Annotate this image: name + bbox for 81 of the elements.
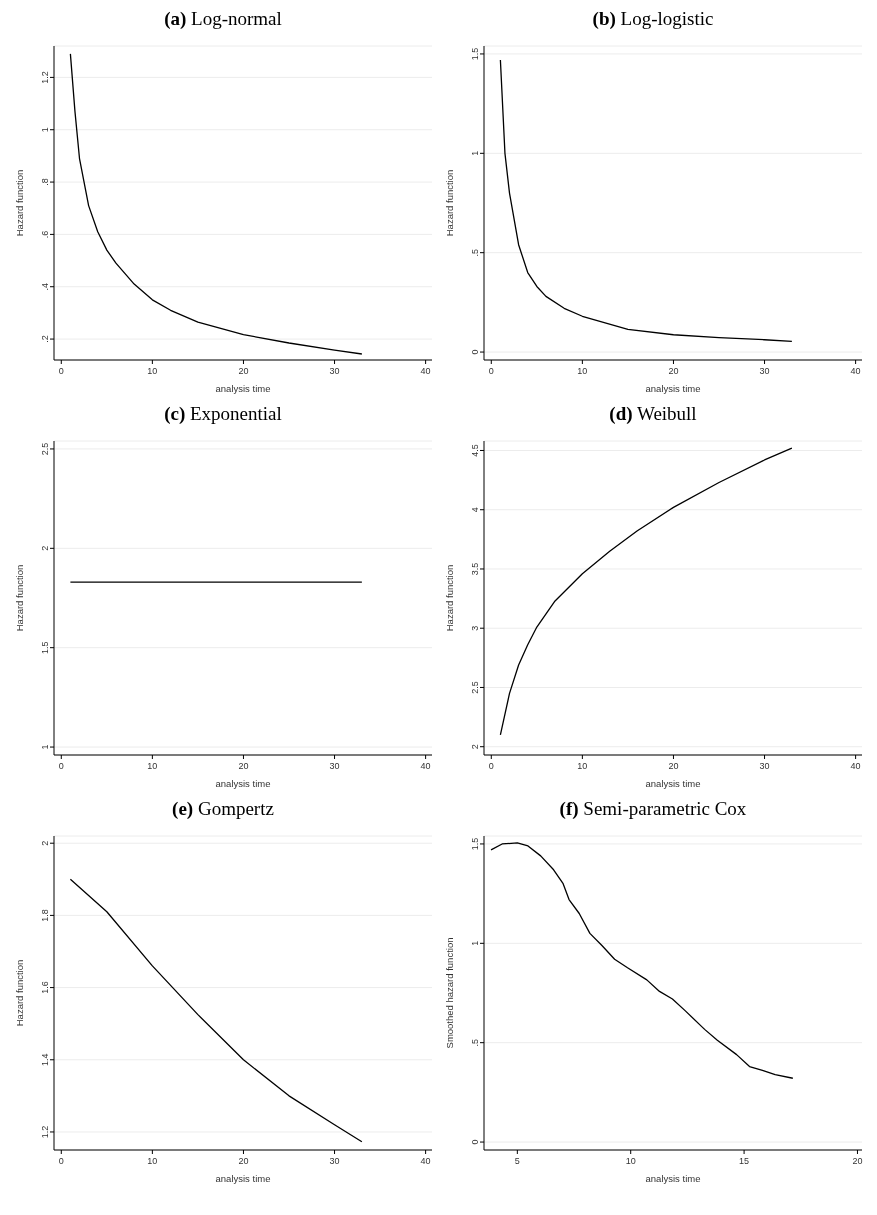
x-tick-label: 40 — [420, 366, 431, 376]
y-tick-label: .2 — [40, 335, 50, 343]
y-tick-label: 0 — [470, 349, 480, 355]
x-tick-label: 30 — [759, 366, 770, 376]
chart-title: (d) Weibull — [608, 403, 698, 426]
x-tick-label: 20 — [238, 1156, 249, 1166]
y-tick-label: 1 — [40, 744, 50, 750]
x-tick-label: 10 — [625, 1156, 636, 1166]
x-tick-label: 40 — [850, 366, 861, 376]
y-axis-title: Hazard function — [14, 169, 26, 237]
y-tick-label: 1 — [470, 940, 480, 946]
x-tick-label: 0 — [58, 1156, 64, 1166]
y-tick-label: 1 — [40, 127, 50, 133]
x-tick-label: 20 — [852, 1156, 863, 1166]
y-tick-label: 2 — [40, 545, 50, 551]
x-tick-label: 20 — [238, 761, 249, 771]
x-tick-label: 10 — [147, 1156, 158, 1166]
x-tick-label: 30 — [329, 366, 340, 376]
y-tick-label: 1.8 — [40, 909, 50, 922]
x-tick-label: 40 — [850, 761, 861, 771]
x-tick-label: 0 — [58, 761, 64, 771]
y-tick-label: 1.5 — [40, 641, 50, 654]
x-tick-label: 0 — [488, 761, 494, 771]
x-tick-label: 10 — [577, 761, 588, 771]
x-axis-title: analysis time — [215, 383, 271, 394]
x-tick-label: 0 — [58, 366, 64, 376]
y-tick-label: 4 — [470, 507, 480, 513]
line-series — [490, 842, 794, 1079]
y-tick-label: .5 — [470, 248, 480, 257]
x-tick-label: 0 — [488, 366, 494, 376]
x-tick-label: 10 — [147, 366, 158, 376]
y-tick-label: 1.5 — [470, 837, 480, 851]
x-tick-label: 30 — [329, 1156, 340, 1166]
chart-title: (f) Semi-parametric Cox — [558, 798, 748, 821]
y-tick-label: 3 — [470, 625, 480, 631]
line-series — [69, 878, 363, 1143]
y-tick-label: 1.2 — [40, 71, 50, 84]
y-tick-label: .6 — [40, 230, 50, 239]
x-axis-title: analysis time — [215, 1173, 271, 1184]
y-tick-label: .8 — [40, 178, 50, 186]
x-tick-label: 30 — [759, 761, 770, 771]
y-axis-title: Hazard function — [444, 564, 456, 632]
y-tick-label: 3.5 — [470, 562, 480, 576]
y-tick-label: 1 — [470, 150, 480, 156]
line-series — [499, 59, 793, 342]
y-tick-label: 0 — [470, 1139, 480, 1145]
y-tick-label: 2 — [470, 744, 480, 750]
x-tick-label: 15 — [739, 1156, 750, 1166]
x-tick-label: 40 — [420, 1156, 431, 1166]
x-tick-label: 20 — [238, 366, 249, 376]
y-tick-label: .4 — [40, 282, 50, 291]
y-axis-title: Smoothed hazard function — [444, 937, 456, 1049]
y-tick-label: 2 — [40, 840, 50, 846]
y-tick-label: 1.2 — [40, 1125, 50, 1139]
y-tick-label: 1.4 — [40, 1053, 50, 1067]
y-tick-label: 2.5 — [470, 681, 480, 694]
y-tick-label: 2.5 — [40, 442, 50, 456]
x-axis-title: analysis time — [645, 778, 701, 789]
x-tick-label: 5 — [514, 1156, 520, 1166]
x-tick-label: 10 — [147, 761, 158, 771]
line-series — [499, 447, 793, 736]
y-tick-label: 1.5 — [470, 47, 480, 61]
x-axis-title: analysis time — [645, 383, 701, 394]
x-tick-label: 10 — [577, 366, 588, 376]
chart-title: (a) Log-normal — [163, 8, 283, 31]
y-tick-label: 1.6 — [40, 981, 50, 994]
x-tick-label: 20 — [668, 761, 679, 771]
chart-title: (b) Log-logistic — [591, 8, 715, 31]
y-axis-title: Hazard function — [14, 564, 26, 632]
y-axis-title: Hazard function — [14, 959, 26, 1027]
chart-title: (c) Exponential — [163, 403, 283, 426]
y-tick-label: 4.5 — [470, 444, 480, 457]
x-tick-label: 40 — [420, 761, 431, 771]
y-tick-label: .5 — [470, 1038, 480, 1047]
x-axis-title: analysis time — [645, 1173, 701, 1184]
x-tick-label: 20 — [668, 366, 679, 376]
line-series — [69, 53, 363, 355]
y-axis-title: Hazard function — [444, 169, 456, 237]
x-tick-label: 30 — [329, 761, 340, 771]
chart-title: (e) Gompertz — [171, 798, 275, 821]
x-axis-title: analysis time — [215, 778, 271, 789]
